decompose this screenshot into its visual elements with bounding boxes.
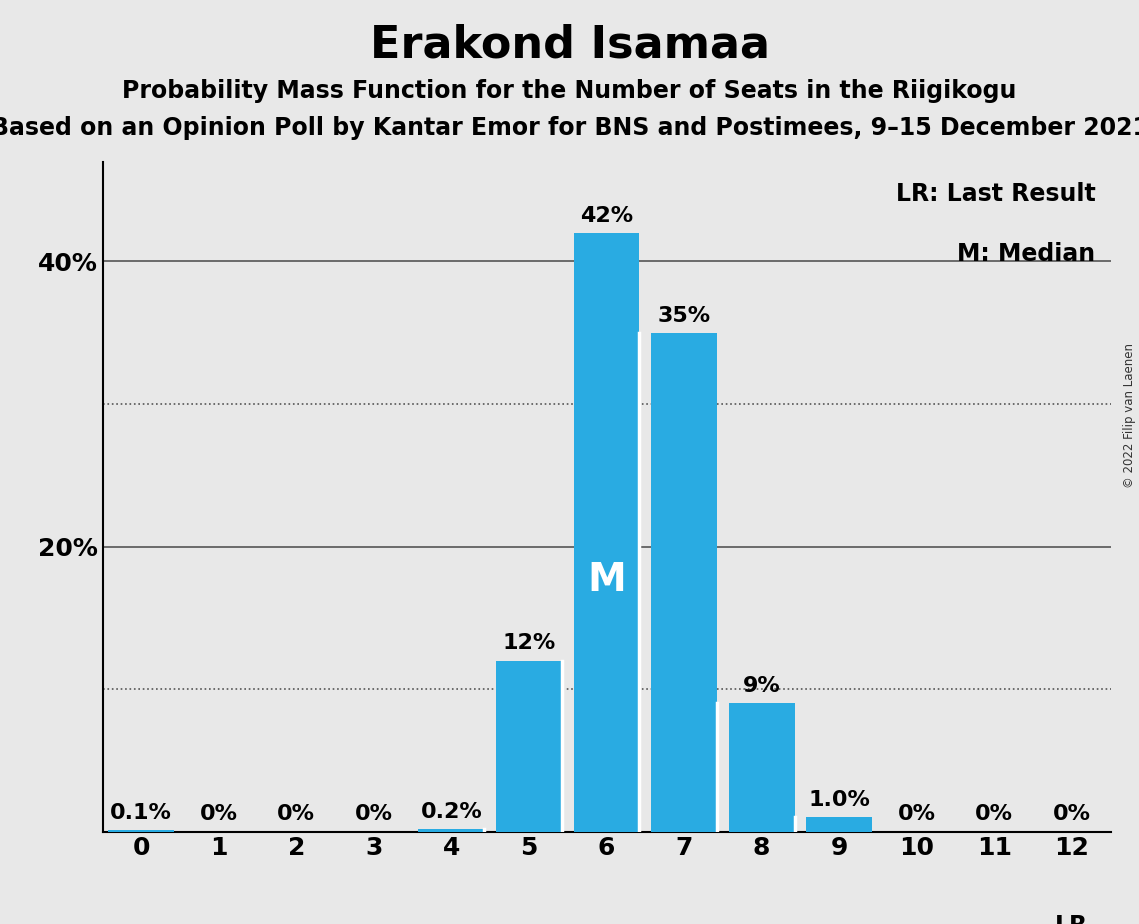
Text: 42%: 42% bbox=[580, 206, 633, 225]
Text: 1.0%: 1.0% bbox=[809, 790, 870, 810]
Text: 0.2%: 0.2% bbox=[420, 802, 482, 821]
Bar bbox=[652, 333, 718, 832]
Text: © 2022 Filip van Laenen: © 2022 Filip van Laenen bbox=[1123, 344, 1136, 488]
Text: 0%: 0% bbox=[355, 805, 393, 824]
Bar bbox=[108, 830, 174, 832]
Bar bbox=[418, 829, 484, 832]
Text: 0.1%: 0.1% bbox=[110, 803, 172, 823]
Bar bbox=[729, 703, 795, 832]
Text: M: M bbox=[587, 561, 626, 599]
Text: Erakond Isamaa: Erakond Isamaa bbox=[369, 23, 770, 67]
Text: 0%: 0% bbox=[199, 805, 238, 824]
Text: 0%: 0% bbox=[278, 805, 316, 824]
Text: 0%: 0% bbox=[1052, 805, 1091, 824]
Text: LR: Last Result: LR: Last Result bbox=[895, 182, 1096, 206]
Text: 12%: 12% bbox=[502, 634, 556, 653]
Text: Probability Mass Function for the Number of Seats in the Riigikogu: Probability Mass Function for the Number… bbox=[122, 79, 1017, 103]
Text: 0%: 0% bbox=[975, 805, 1014, 824]
Text: M: Median: M: Median bbox=[957, 242, 1096, 266]
Bar bbox=[574, 233, 639, 832]
Bar bbox=[495, 661, 562, 832]
Text: 9%: 9% bbox=[743, 676, 780, 696]
Text: Based on an Opinion Poll by Kantar Emor for BNS and Postimees, 9–15 December 202: Based on an Opinion Poll by Kantar Emor … bbox=[0, 116, 1139, 140]
Bar bbox=[806, 818, 872, 832]
Text: 0%: 0% bbox=[898, 805, 935, 824]
Text: 35%: 35% bbox=[657, 306, 711, 325]
Text: LR: LR bbox=[1055, 914, 1089, 924]
